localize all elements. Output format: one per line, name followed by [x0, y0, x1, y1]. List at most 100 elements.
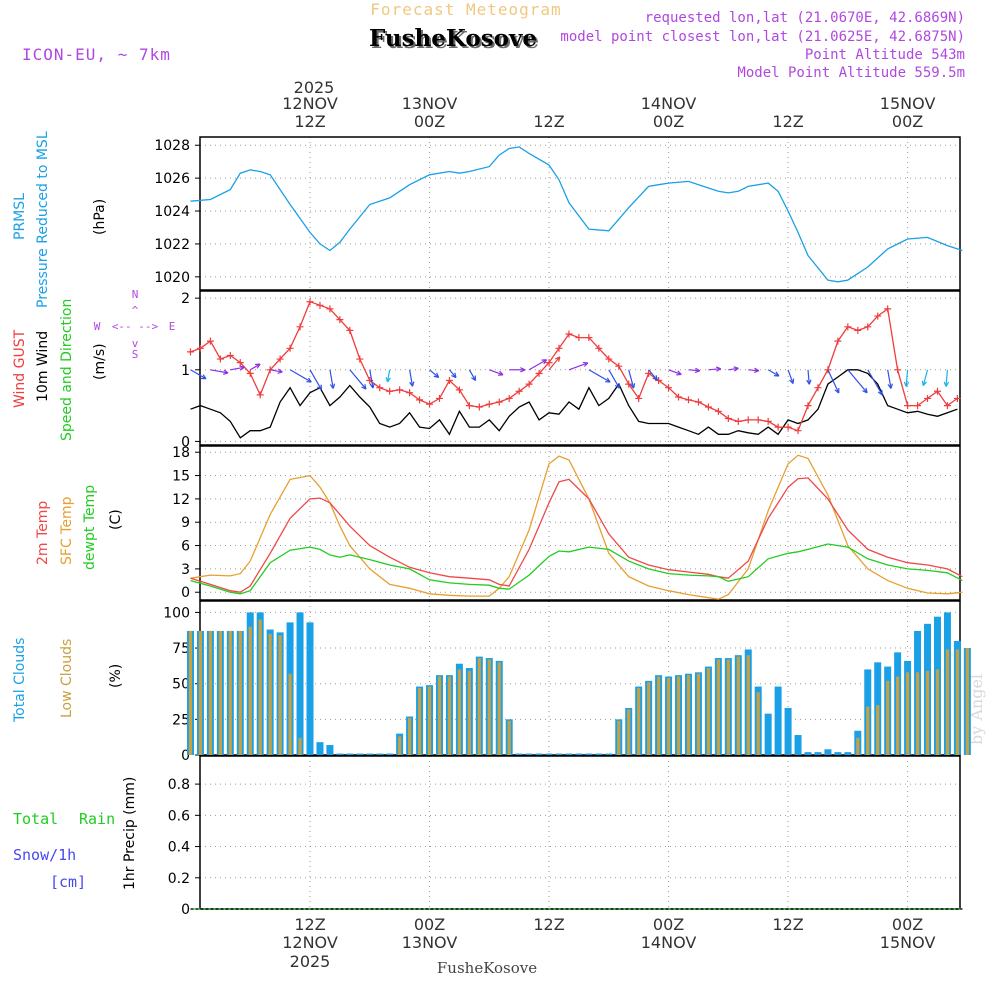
gust-marker [396, 386, 404, 394]
prmsl-label: PRMSL [12, 193, 28, 240]
total-cloud-bar [376, 753, 384, 755]
total-cloud-bar [525, 753, 533, 755]
gust-marker [924, 394, 932, 402]
gust-marker [874, 312, 882, 320]
gust-marker [505, 394, 513, 402]
gust-marker [256, 391, 264, 399]
low-cloud-bar [686, 675, 691, 755]
y-tick-label: 15 [172, 469, 190, 485]
cloud-unit-label: (%) [108, 664, 124, 688]
gust-marker [834, 337, 842, 345]
bottom-date-label: 15NOV [880, 933, 936, 952]
low-cloud-bar [487, 659, 491, 755]
gust-marker [535, 369, 543, 377]
total-cloud-bar [346, 753, 354, 755]
wind-arrow-head [277, 368, 283, 374]
gust-marker [485, 400, 493, 408]
gust-marker [894, 366, 902, 374]
gust-marker [575, 334, 583, 342]
wind-label: 10m Wind [35, 331, 51, 402]
tsfc-label: SFC Temp [59, 496, 75, 565]
wind-direction-arrow [230, 366, 245, 371]
total-cloud-bar [306, 622, 314, 755]
wind-arrow-head [943, 381, 950, 387]
gust-marker [545, 359, 553, 367]
low-cloud-bar [746, 655, 750, 755]
y-tick-label: 3 [181, 562, 190, 578]
wind-direction-arrow [349, 369, 367, 390]
low-cloud-bar [398, 736, 402, 755]
wind-arrow-head [409, 381, 415, 387]
y-tick-label: 100 [163, 605, 190, 621]
gust-marker [585, 334, 593, 342]
wind-direction-arrow [448, 369, 457, 378]
bottom-hour-label: 00Z [414, 915, 445, 934]
low-cloud-bar [408, 717, 412, 755]
gust-marker [515, 387, 523, 395]
y-tick-label: 0.4 [168, 840, 190, 856]
wind-direction-arrow [588, 369, 611, 383]
wind-arrow-head [361, 384, 367, 390]
total-cloud-bar [565, 753, 573, 755]
total-cloud-bar [585, 753, 593, 755]
panel-3: 0 3 6 9 12 15 18 [172, 445, 961, 601]
low-cloud-bar [258, 619, 262, 755]
total-cloud-bar [316, 742, 324, 755]
bottom-date-label: 13NOV [402, 933, 458, 952]
low-cloud-bar [617, 720, 621, 755]
total-cloud-bar [545, 753, 553, 755]
gust-marker [426, 400, 434, 408]
gust-marker [665, 384, 673, 392]
gust-marker [774, 423, 782, 431]
wind-direction-arrow [787, 369, 794, 384]
total-cloud-bar [834, 752, 842, 755]
gust-marker [764, 417, 772, 425]
low-cloud-bar [467, 670, 471, 755]
gust-marker [495, 398, 503, 406]
t2m-label: 2m Temp [35, 501, 51, 565]
low-cloud-bar [666, 678, 671, 755]
low-cloud-bar [876, 705, 880, 755]
y-tick-label: 75 [172, 641, 190, 657]
snow-unit-label: [cm] [50, 873, 86, 891]
low-cloud-bar [437, 676, 442, 755]
gust-marker [704, 403, 712, 411]
low-cloud-bar [756, 692, 760, 755]
wind-direction-arrow [807, 369, 810, 385]
panel-1: 1020 1022 1024 1026 1028 [154, 136, 961, 291]
gust-marker [884, 305, 892, 313]
model-altitude: Model Point Altitude 559.5m [737, 65, 965, 81]
total-cloud-bar [555, 753, 563, 755]
wind-arrow-head [329, 383, 336, 389]
wind-direction-arrow [429, 369, 440, 378]
compass-south: S [132, 348, 139, 361]
total-cloud-bar [794, 735, 802, 755]
wind-arrow-head [921, 380, 928, 386]
y-tick-label: 9 [181, 515, 190, 531]
wind-arrow-head [733, 366, 739, 372]
wind-arrow-head [497, 370, 504, 376]
low-cloud-bar [507, 720, 511, 755]
wind-arrow-head [200, 374, 207, 380]
low-cloud-bar [278, 635, 282, 755]
low-cloud-bar [477, 658, 481, 755]
wind-arrow-head [541, 359, 548, 365]
wind-direction-arrow [309, 369, 322, 390]
y-tick-label: 2 [181, 291, 190, 307]
low-cloud-bar [647, 682, 651, 755]
gust-marker [655, 377, 663, 385]
requested-coords: requested lon,lat (21.0670E, 42.6869N) [645, 10, 965, 26]
total-cloud-bar [575, 753, 583, 755]
cloud-labels: Total Clouds Low Clouds (%) [12, 638, 124, 723]
low-cloud-bar [886, 680, 890, 755]
wind-arrow-head [676, 370, 682, 376]
wind-arrow-head [877, 389, 883, 396]
compass-arrow-down: v [132, 337, 139, 350]
panel-frame [199, 755, 961, 910]
y-tick-label: 0 [181, 902, 190, 918]
wind-arrow-head [903, 381, 910, 387]
y-tick-label: 0.8 [168, 777, 190, 793]
y-tick-label: 0 [181, 434, 190, 450]
low-cloud-bar [965, 648, 969, 755]
